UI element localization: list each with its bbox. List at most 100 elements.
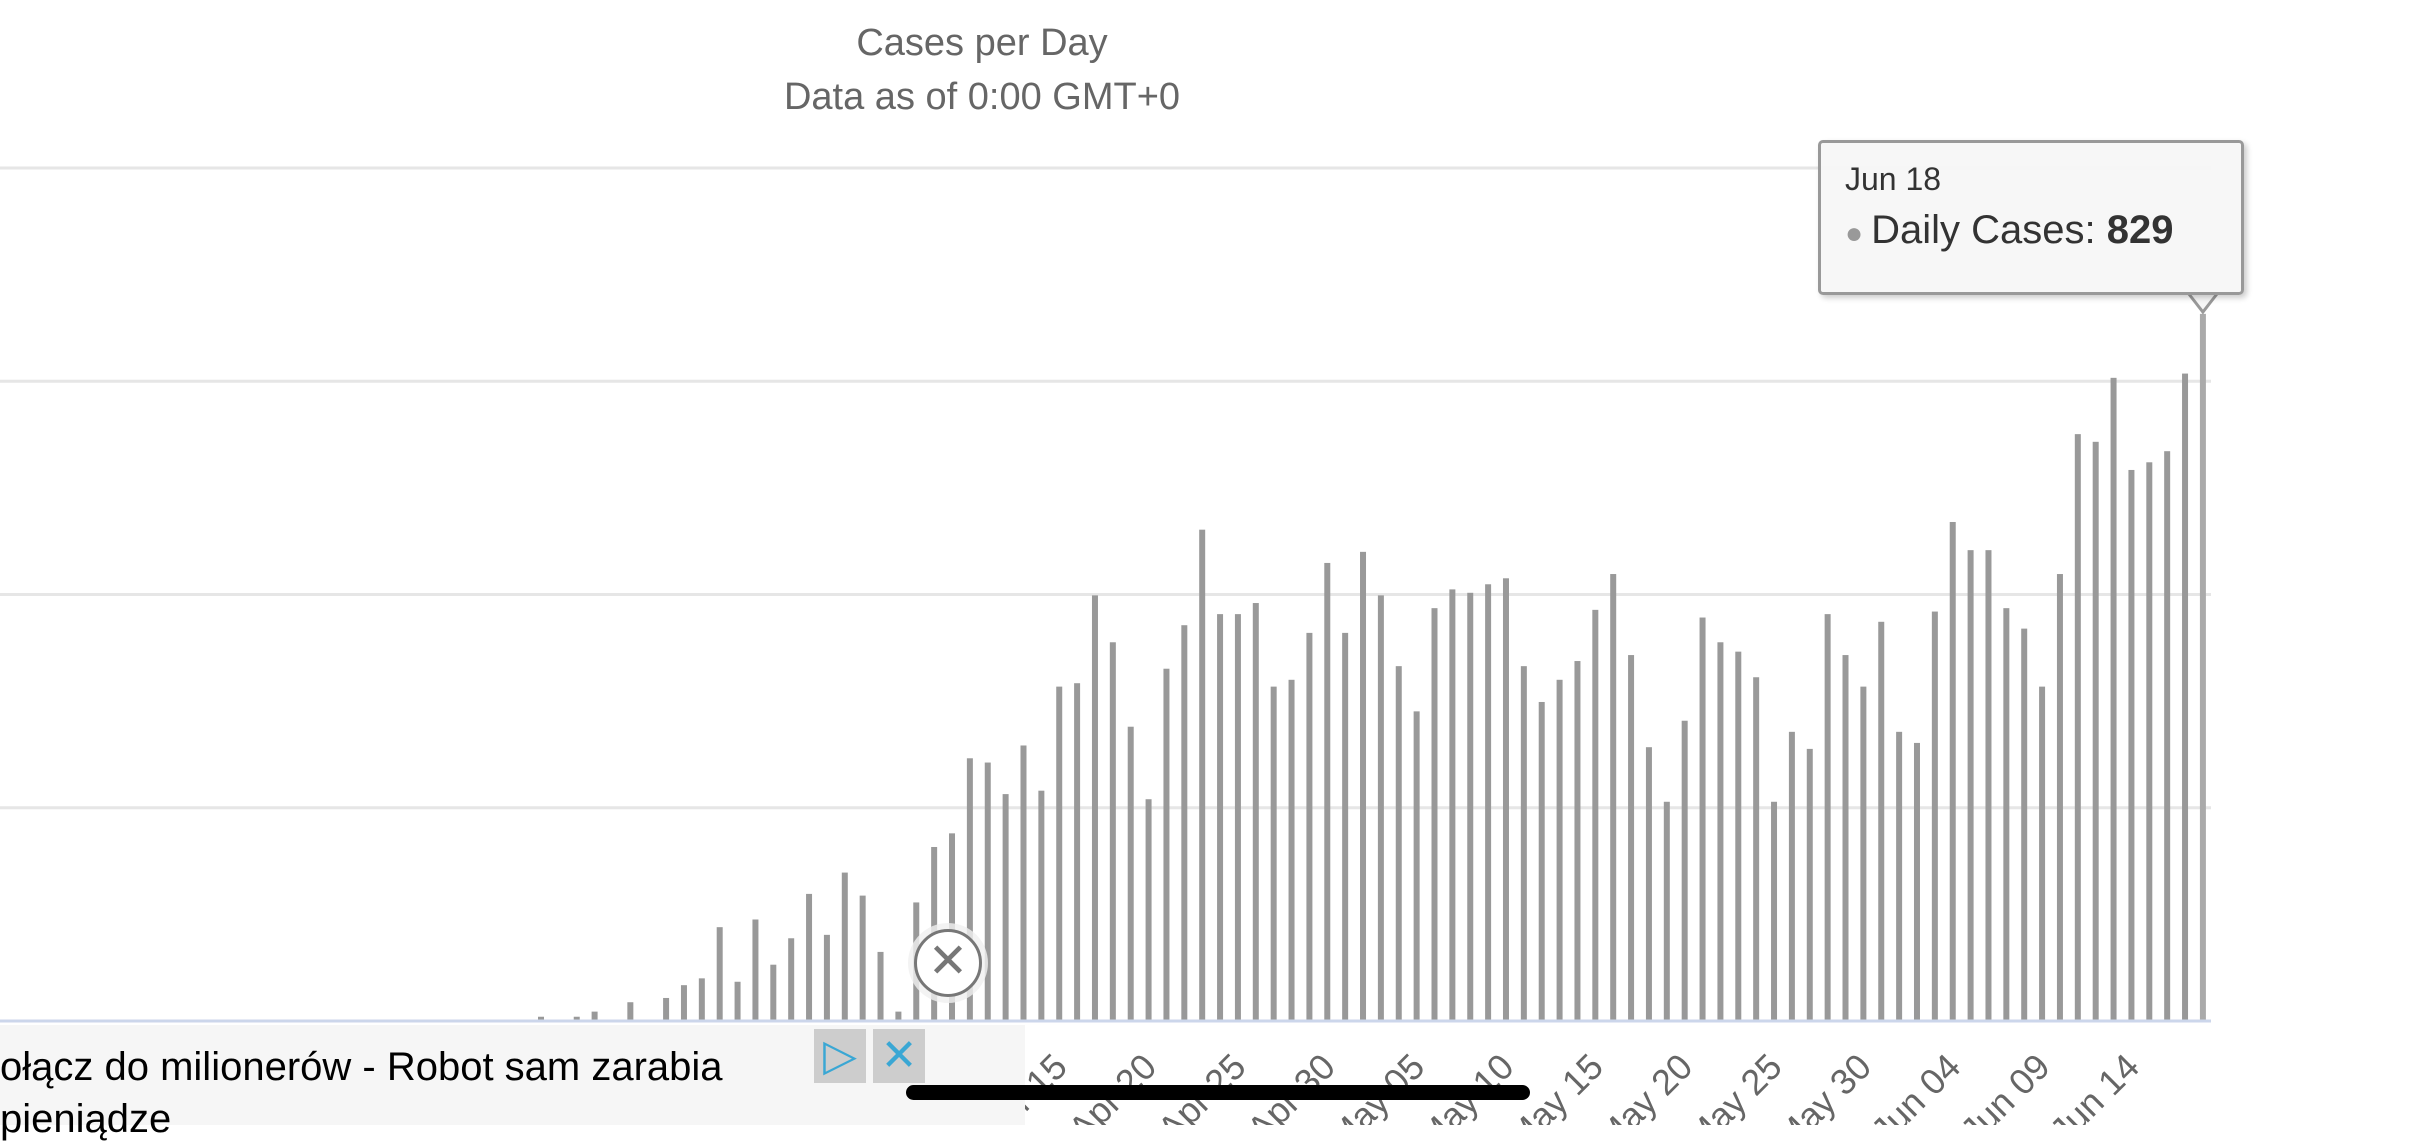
bar bbox=[663, 997, 670, 1021]
bar bbox=[1949, 521, 1956, 1021]
bar bbox=[1842, 655, 1849, 1021]
bar bbox=[1931, 611, 1938, 1021]
bar bbox=[2092, 441, 2099, 1021]
bar bbox=[752, 919, 759, 1021]
x-tick-label: Jun 14 bbox=[2042, 1046, 2147, 1125]
bar bbox=[2056, 574, 2063, 1021]
chart-subtitle: Data as of 0:00 GMT+0 bbox=[783, 76, 1181, 118]
bar bbox=[1699, 617, 1706, 1021]
bar bbox=[1091, 595, 1098, 1021]
bar bbox=[2146, 462, 2153, 1021]
bar bbox=[984, 762, 991, 1021]
bar bbox=[1145, 799, 1152, 1021]
bar bbox=[1913, 742, 1920, 1021]
bar bbox=[1449, 589, 1456, 1021]
bar bbox=[573, 1016, 580, 1021]
bar bbox=[1324, 562, 1331, 1021]
bar bbox=[1270, 686, 1277, 1021]
bar bbox=[1234, 614, 1241, 1021]
bar bbox=[1002, 794, 1009, 1021]
bar bbox=[734, 981, 741, 1021]
bar bbox=[716, 927, 723, 1021]
bar bbox=[1592, 609, 1599, 1021]
bar bbox=[1896, 731, 1903, 1021]
bar bbox=[1985, 550, 1992, 1021]
bar bbox=[1753, 677, 1760, 1021]
bar bbox=[591, 1011, 598, 1021]
bar bbox=[1485, 584, 1492, 1021]
bar bbox=[2182, 373, 2189, 1021]
x-tick-label: Jun 04 bbox=[1863, 1046, 1968, 1125]
ad-close-icon[interactable]: ✕ bbox=[873, 1029, 925, 1083]
bar bbox=[841, 872, 848, 1021]
bar bbox=[2199, 313, 2206, 1021]
bar bbox=[2074, 434, 2081, 1021]
bar bbox=[1360, 551, 1367, 1021]
bar bbox=[1163, 668, 1170, 1021]
close-icon: ✕ bbox=[914, 929, 982, 997]
bar bbox=[788, 938, 795, 1021]
bar bbox=[966, 758, 973, 1021]
bar bbox=[1020, 745, 1027, 1021]
bar bbox=[1074, 683, 1081, 1021]
bar bbox=[1056, 686, 1063, 1021]
bar bbox=[1645, 747, 1652, 1021]
bar bbox=[627, 1002, 634, 1021]
bar bbox=[1806, 748, 1813, 1021]
bar bbox=[1824, 614, 1831, 1021]
bar bbox=[1860, 686, 1867, 1021]
bar bbox=[1217, 614, 1224, 1021]
tooltip-pointer bbox=[2187, 293, 2219, 315]
bar bbox=[2110, 377, 2117, 1021]
bar bbox=[680, 985, 687, 1021]
bar bbox=[1735, 651, 1742, 1021]
bar bbox=[1127, 726, 1134, 1021]
bar bbox=[1431, 608, 1438, 1021]
bar bbox=[1878, 621, 1885, 1021]
bar bbox=[1610, 574, 1617, 1021]
bar bbox=[1574, 661, 1581, 1021]
tooltip-label: Daily Cases: bbox=[1871, 208, 2107, 252]
bar bbox=[1038, 790, 1045, 1021]
bar bbox=[2128, 469, 2135, 1021]
bar bbox=[859, 895, 866, 1021]
bar bbox=[806, 893, 813, 1021]
x-tick-label: May 30 bbox=[1767, 1046, 1879, 1125]
bar bbox=[1181, 625, 1188, 1021]
ad-banner[interactable]: ołącz do milionerów - Robot sam zarabia p… bbox=[0, 1025, 1025, 1141]
bar bbox=[1395, 666, 1402, 1021]
bar bbox=[1306, 632, 1313, 1021]
tooltip-date: Jun 18 bbox=[1845, 161, 1942, 197]
bar bbox=[1967, 550, 1974, 1021]
adchoices-icon[interactable]: ▷ bbox=[814, 1029, 866, 1083]
bar bbox=[1717, 642, 1724, 1021]
bar bbox=[538, 1016, 544, 1021]
bar bbox=[1788, 731, 1795, 1021]
bar bbox=[770, 964, 777, 1021]
bar bbox=[2021, 628, 2028, 1021]
bar bbox=[1538, 701, 1545, 1021]
ad-text[interactable]: ołącz do milionerów - Robot sam zarabia p… bbox=[0, 1045, 723, 1141]
bar bbox=[1502, 578, 1509, 1021]
bar bbox=[1520, 666, 1527, 1021]
bar bbox=[1252, 603, 1259, 1021]
bar bbox=[1413, 711, 1420, 1021]
x-tick-label: May 25 bbox=[1677, 1046, 1789, 1125]
close-ad-button[interactable]: ✕ bbox=[908, 923, 988, 1003]
x-tick-label: May 20 bbox=[1588, 1046, 1700, 1125]
bar bbox=[2164, 451, 2171, 1021]
bar bbox=[1109, 642, 1116, 1021]
bar bbox=[1628, 655, 1635, 1021]
bar bbox=[1681, 720, 1688, 1021]
bar bbox=[895, 1011, 902, 1021]
bar bbox=[823, 934, 830, 1021]
home-indicator[interactable] bbox=[906, 1085, 1530, 1100]
bar bbox=[2003, 608, 2010, 1021]
bar bbox=[1467, 592, 1474, 1021]
bar bbox=[1288, 679, 1295, 1021]
chart-title: Cases per Day bbox=[856, 22, 1108, 64]
bar bbox=[877, 951, 884, 1021]
series-dot-icon: ● bbox=[1845, 217, 1864, 250]
bar bbox=[2039, 686, 2046, 1021]
